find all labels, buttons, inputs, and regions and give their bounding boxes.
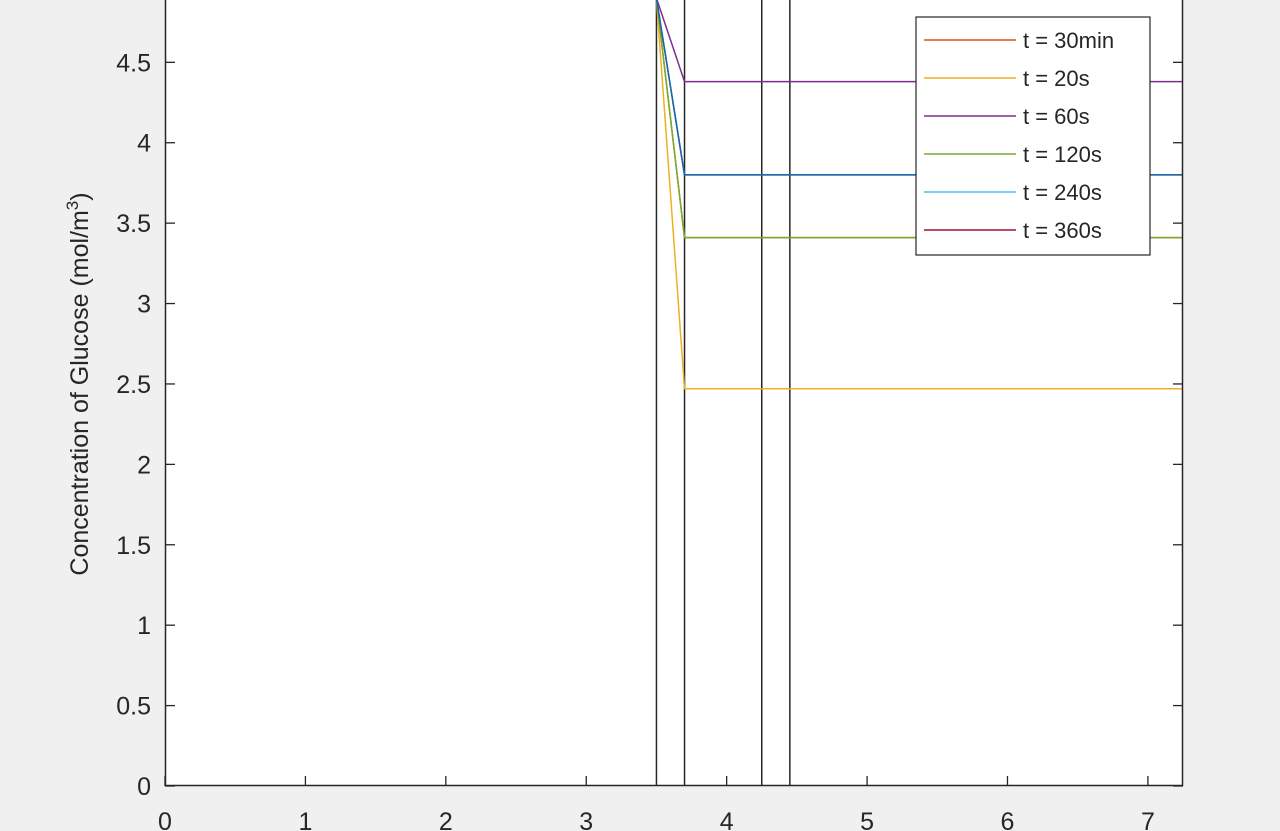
y-tick-label: 0.5 xyxy=(116,693,151,721)
legend-label-5: t = 240s xyxy=(1023,180,1102,205)
x-tick-label: 6 xyxy=(1001,808,1015,831)
y-tick-label: 4.5 xyxy=(116,49,151,77)
y-tick-label: 1.5 xyxy=(116,532,151,560)
y-ticks: 0 0.5 1 1.5 2 2.5 3 3.5 4 4.5 xyxy=(116,49,1183,801)
series-line-2 xyxy=(655,0,1183,390)
x-ticks: 0 1 2 3 4 5 6 7 xyxy=(158,776,1155,831)
y-axis-label-superscript: 3 xyxy=(63,201,82,210)
x-tick-label: 4 xyxy=(720,808,734,831)
legend-label-2: t = 20s xyxy=(1023,66,1090,91)
x-tick-label: 1 xyxy=(298,808,312,831)
y-tick-label: 1 xyxy=(137,612,151,640)
y-tick-label: 3.5 xyxy=(116,210,151,238)
y-axis-label: Concentration of Glucose (mol/m3) xyxy=(63,192,94,575)
y-axis-label-suffix: ) xyxy=(66,192,94,200)
legend-box xyxy=(915,16,1151,256)
legend-label-4: t = 120s xyxy=(1023,142,1102,167)
y-tick-label: 2.5 xyxy=(116,371,151,399)
x-tick-label: 0 xyxy=(158,808,172,831)
x-tick-label: 5 xyxy=(860,808,874,831)
x-tick-label: 7 xyxy=(1141,808,1155,831)
x-tick-label: 2 xyxy=(439,808,453,831)
y-tick-label: 2 xyxy=(137,451,151,479)
x-tick-label: 3 xyxy=(579,808,593,831)
legend: t = 30min t = 20s t = 60s t = 120s t = 240s t… xyxy=(915,16,1151,256)
y-axis-label-main: Concentration of Glucose (mol/m xyxy=(66,210,94,575)
vertical-lines xyxy=(655,0,791,786)
legend-label-3: t = 60s xyxy=(1023,104,1090,129)
y-tick-label: 4 xyxy=(137,130,151,158)
y-tick-label: 0 xyxy=(137,773,151,801)
y-tick-label: 3 xyxy=(137,291,151,319)
legend-label-1: t = 30min xyxy=(1023,28,1114,53)
legend-label-6: t = 360s xyxy=(1023,218,1102,243)
